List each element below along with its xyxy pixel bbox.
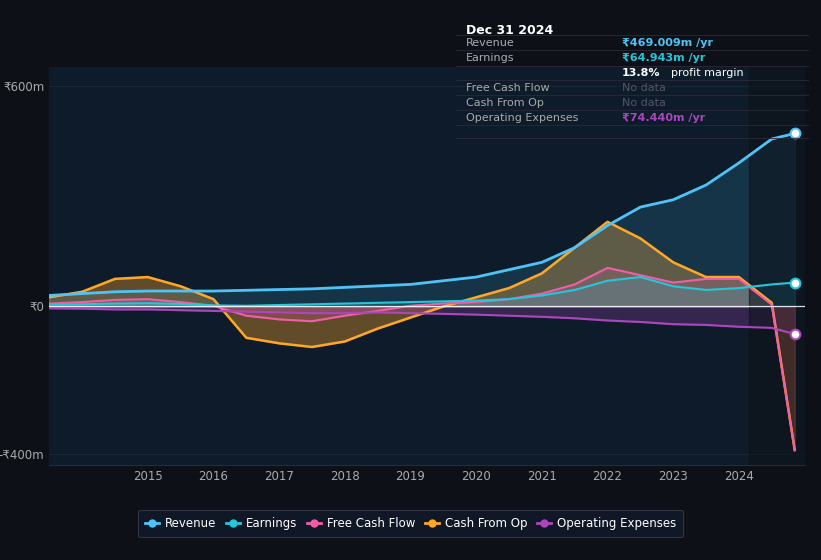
Text: Cash From Op: Cash From Op bbox=[466, 98, 544, 108]
Bar bbox=[749, 67, 805, 465]
Text: Operating Expenses: Operating Expenses bbox=[466, 114, 579, 123]
Text: Earnings: Earnings bbox=[466, 53, 515, 63]
Text: No data: No data bbox=[621, 83, 666, 93]
Text: Free Cash Flow: Free Cash Flow bbox=[466, 83, 550, 93]
Text: ₹74.440m /yr: ₹74.440m /yr bbox=[621, 114, 705, 123]
Text: Dec 31 2024: Dec 31 2024 bbox=[466, 24, 553, 36]
Text: No data: No data bbox=[621, 98, 666, 108]
Text: 13.8%: 13.8% bbox=[621, 68, 660, 78]
Text: ₹64.943m /yr: ₹64.943m /yr bbox=[621, 53, 705, 63]
Text: Revenue: Revenue bbox=[466, 38, 515, 48]
Legend: Revenue, Earnings, Free Cash Flow, Cash From Op, Operating Expenses: Revenue, Earnings, Free Cash Flow, Cash … bbox=[138, 510, 683, 537]
Text: ₹469.009m /yr: ₹469.009m /yr bbox=[621, 38, 713, 48]
Text: profit margin: profit margin bbox=[671, 68, 744, 78]
